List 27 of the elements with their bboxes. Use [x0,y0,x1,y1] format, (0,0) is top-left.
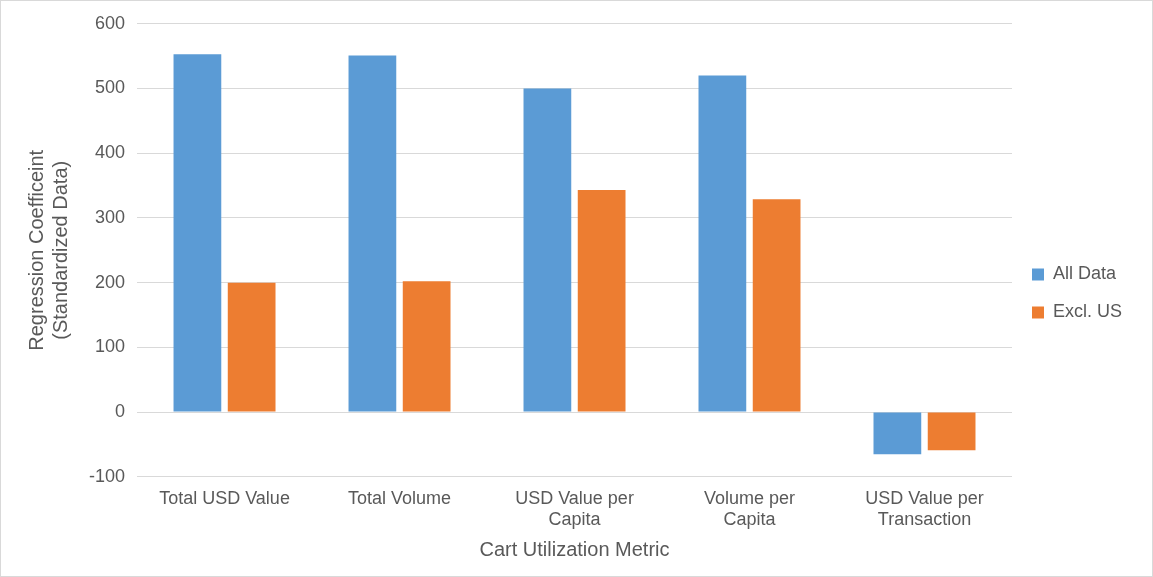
y-tick-label: 400 [94,142,126,163]
y-axis-title: Regression Coefficeint (Standardized Data) [24,149,71,351]
x-axis-title: Cart Utilization Metric [479,537,670,560]
y-tick-label: 200 [94,271,126,292]
bar [752,199,801,412]
x-tick-label: Total USD Value [159,487,290,508]
x-tick-label: USD Value per Capita [515,487,634,530]
y-tick-label: 600 [94,12,126,33]
bar [173,54,222,412]
bar [873,412,922,455]
legend-label: All Data [1052,263,1117,284]
y-tick-label: 0 [115,401,126,422]
bar [227,282,276,412]
legend-label: Excl. US [1052,301,1122,322]
y-tick-label: 500 [94,77,126,98]
bar [577,190,626,412]
bar [927,412,976,451]
bar [402,281,451,412]
bar [698,75,747,412]
y-tick-label: -100 [89,465,126,486]
y-tick-label: 300 [94,206,126,227]
y-tick-label: 100 [94,336,126,357]
bar [348,55,397,412]
x-tick-label: Total Volume [347,487,452,508]
bar [523,88,572,412]
x-tick-label: USD Value per Transaction [865,487,984,530]
x-tick-label: Volume per Capita [703,487,796,530]
